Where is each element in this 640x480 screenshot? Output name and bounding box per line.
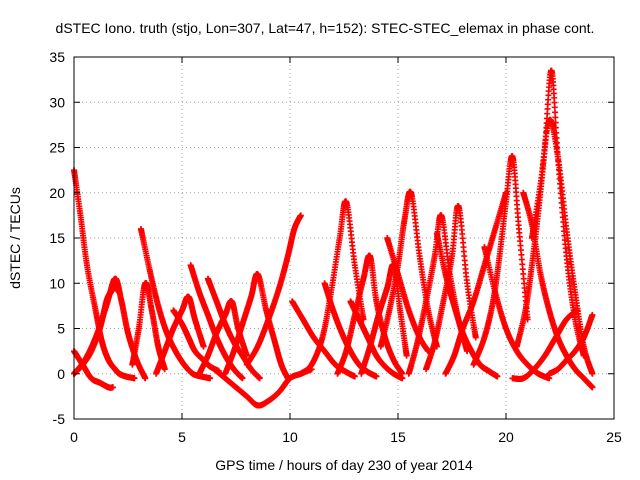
data-point: [552, 109, 559, 116]
series-10-points: [196, 298, 250, 377]
y-tick-label: 25: [49, 140, 65, 156]
series-21-points: [377, 188, 440, 350]
data-point: [109, 384, 116, 391]
y-tick-label: 20: [49, 185, 65, 201]
y-tick-label: 0: [57, 366, 65, 382]
series-15-points: [289, 298, 358, 380]
x-tick-label: 5: [178, 429, 186, 445]
y-tick-label: 30: [49, 94, 65, 110]
y-tick-label: 35: [49, 49, 65, 65]
y-tick-label: 15: [49, 230, 65, 246]
data-point: [207, 375, 214, 382]
data-point: [142, 375, 149, 382]
data-point: [161, 366, 168, 373]
x-tick-label: 25: [606, 429, 622, 445]
series-29-points: [520, 189, 596, 391]
data-point: [403, 352, 410, 359]
data-point: [472, 334, 479, 341]
x-tick-label: 15: [390, 429, 406, 445]
chart-title: dSTEC Iono. truth (stjo, Lon=307, Lat=47…: [56, 20, 595, 36]
series-4-points: [71, 284, 123, 377]
series-16-points: [297, 198, 367, 377]
data-marks: [71, 67, 596, 409]
series-7-points: [153, 293, 207, 377]
y-tick-label: 5: [57, 321, 65, 337]
data-point: [494, 373, 501, 380]
x-tick-label: 20: [498, 429, 514, 445]
data-point: [239, 375, 246, 382]
data-point: [131, 375, 138, 382]
series-26-points: [442, 189, 509, 377]
y-tick-label: 10: [49, 275, 65, 291]
y-tick-label: -5: [53, 411, 66, 427]
x-axis-label: GPS time / hours of day 230 of year 2014: [215, 457, 473, 473]
series-1-points: [71, 167, 138, 382]
data-point: [284, 375, 291, 382]
data-point: [351, 373, 358, 380]
data-point: [200, 343, 207, 350]
x-tick-label: 0: [70, 429, 78, 445]
data-point: [256, 375, 263, 382]
data-point: [373, 373, 380, 380]
series-14-points: [243, 212, 304, 368]
data-point: [297, 212, 304, 219]
data-point: [552, 114, 559, 121]
x-tick-label: 10: [282, 429, 298, 445]
data-point: [116, 289, 123, 296]
y-axis-label: dSTEC / TECUs: [7, 187, 23, 289]
data-point: [399, 375, 406, 382]
data-point: [589, 384, 596, 391]
